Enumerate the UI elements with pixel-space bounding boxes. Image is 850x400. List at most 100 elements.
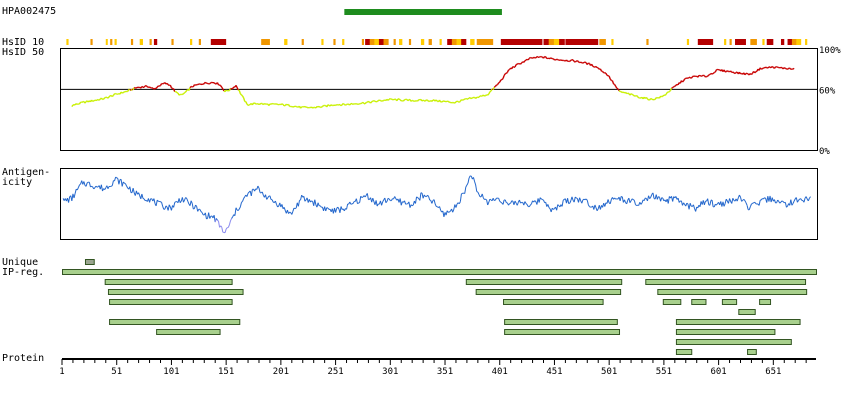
antigenicity-segment [77,184,80,188]
identity-segment [563,59,566,62]
hsid10-segment [321,39,324,45]
protein-axis-tick-label: 301 [382,367,398,377]
identity-segment [93,99,96,102]
antigenicity-segment [267,195,270,199]
antigenicity-segment [445,210,448,216]
identity-segment [482,94,485,97]
identity-segment [620,91,623,94]
antigenicity-segment [116,177,119,179]
antigenicity-segment [703,201,706,206]
antigenicity-segment [110,185,113,187]
antigenicity-segment [217,221,221,228]
identity-segment [583,61,586,64]
antigenicity-segment [73,193,76,199]
antigenicity-segment [677,197,680,203]
identity-segment [366,100,369,103]
identity-segment [660,95,663,98]
antigenicity-segment [729,198,732,202]
antigenicity-segment [524,201,527,204]
antigenicity-segment [633,200,636,205]
antigenicity-segment [550,208,553,213]
ip-region-bar [738,309,756,315]
antigenicity-segment [431,200,434,204]
identity-segment [754,71,757,74]
antigenicity-segment [125,183,128,187]
antigenicity-segment [736,197,739,202]
antigenicity-segment [543,199,546,203]
antigenicity-segment [183,199,186,203]
antigenicity-segment [569,200,572,204]
antigenicity-segment [382,199,385,203]
identity-segment [106,96,109,99]
identity-segment [155,86,158,90]
identity-segment [542,56,546,59]
antigenicity-segment [688,203,691,210]
hsid10-segment [766,39,774,45]
identity-segment [393,98,396,101]
antigenicity-segment [104,187,107,190]
antigenicity-segment [607,199,610,204]
antigenicity-segment [243,196,246,199]
antigenicity-segment [162,206,165,210]
hsid10-segment [369,39,375,45]
antigenicity-segment [582,198,585,201]
identity-segment [287,103,289,106]
identity-segment [552,58,555,61]
ip-regions-track [62,269,817,355]
antigenicity-segment [215,218,218,221]
antigenicity-segment [508,203,510,206]
antigenicity-segment [335,208,338,213]
identity-segment [202,82,205,85]
ip-region-bar [721,299,738,305]
identity-segment [578,61,581,64]
protein-label: Protein [2,353,45,364]
antigenicity-segment [773,199,776,204]
identity-segment [431,99,434,102]
identity-segment [194,84,196,86]
unique-regions-track [84,259,95,265]
antigenicity-segment [217,219,219,222]
antigenicity-segment [781,200,784,203]
hsid10-segment [105,39,108,45]
identity-segment [599,68,603,72]
antigenicity-segment [746,205,749,210]
antigenicity-segment [455,203,458,208]
antigenicity-segment [528,204,531,208]
identity-segment [730,70,733,73]
identity-segment [755,70,758,73]
identity-segment [112,93,116,96]
hsid10-segment [428,39,432,45]
antigenicity-segment [372,197,375,202]
identity-segment [622,91,625,94]
identity-segment [624,91,626,94]
identity-segment [166,82,169,86]
identity-segment [346,103,348,106]
identity-segment [402,99,406,102]
identity-segment [149,86,152,89]
antigenicity-segment [645,197,647,199]
antigenicity-segment [686,202,689,205]
unique-label: Unique [2,257,39,268]
hsid10-segment [646,39,649,45]
identity-segment [225,89,228,92]
antigenicity-segment [795,197,798,203]
antigenicity-segment [388,198,391,201]
identity-segment [115,92,118,95]
antigenicity-segment [777,199,780,202]
identity-segment [492,86,495,90]
identity-segment [621,91,624,94]
identity-segment [254,102,257,105]
identity-segment [370,101,373,104]
antigenicity-segment [529,203,532,206]
identity-segment [738,71,742,75]
identity-segment [241,95,245,99]
identity-segment [74,103,77,106]
antigenicity-segment [327,207,330,210]
identity-segment [311,106,314,109]
identity-segment [310,106,312,109]
identity-segment [605,72,608,76]
identity-segment [222,88,225,92]
identity-segment [97,98,100,101]
identity-segment [280,103,283,106]
